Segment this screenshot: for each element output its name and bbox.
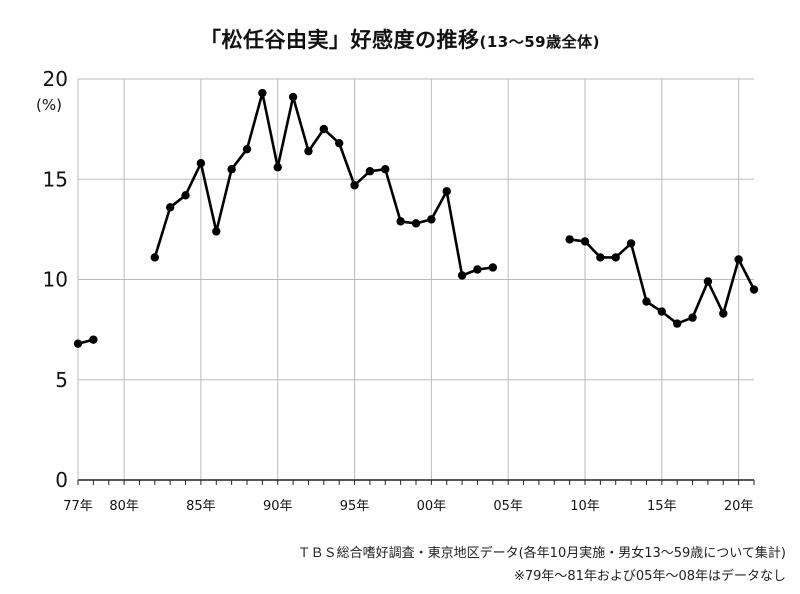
data-point xyxy=(703,277,713,286)
x-tick-label: 15年 xyxy=(647,499,677,514)
data-point xyxy=(427,215,436,224)
data-point xyxy=(150,253,160,262)
x-tick-label: 80年 xyxy=(109,499,139,514)
series-line xyxy=(153,91,493,277)
data-point xyxy=(227,165,236,174)
data-point xyxy=(212,227,221,236)
data-point xyxy=(89,335,98,344)
x-tick-label: 90年 xyxy=(263,499,293,514)
data-point xyxy=(381,165,390,174)
chart-title: 「松任谷由実」好感度の推移(13〜59歳全体) xyxy=(0,24,800,54)
chart-title-main: 「松任谷由実」好感度の推移 xyxy=(200,28,480,52)
data-point xyxy=(457,271,467,280)
y-tick-label: 10 xyxy=(43,268,68,292)
data-point xyxy=(473,265,482,274)
data-point xyxy=(334,138,344,148)
data-point xyxy=(396,217,405,226)
data-point xyxy=(749,285,759,294)
data-point xyxy=(273,163,282,172)
data-point xyxy=(304,146,313,156)
missing-data-note: ※79年〜81年および05年〜08年はデータなし xyxy=(513,569,786,584)
data-point xyxy=(719,309,728,318)
data-point xyxy=(565,235,574,244)
data-point xyxy=(196,159,206,168)
data-point xyxy=(626,239,636,248)
x-tick-label: 85年 xyxy=(186,499,216,514)
y-tick-label: 0 xyxy=(55,468,68,492)
x-tick-label: 05年 xyxy=(493,499,523,514)
data-point xyxy=(734,255,743,264)
source-note: ＴＢＳ総合嗜好調査・東京地区データ(各年10月実施・男女13〜59歳について集計… xyxy=(297,546,786,561)
chart-subtitle: (13〜59歳全体) xyxy=(479,33,600,51)
y-axis-label: (%) xyxy=(36,96,62,114)
data-point xyxy=(657,307,667,316)
data-point xyxy=(350,181,359,190)
data-point xyxy=(611,253,620,262)
data-point xyxy=(442,187,451,196)
data-point xyxy=(688,313,697,322)
y-tick-label: 20 xyxy=(43,67,68,91)
x-tick-label: 77年 xyxy=(63,499,93,514)
data-point xyxy=(488,263,498,272)
data-point xyxy=(319,124,329,134)
x-tick-label: 95年 xyxy=(340,499,370,514)
data-point xyxy=(73,339,83,348)
data-point xyxy=(258,88,267,98)
x-tick-label: 00年 xyxy=(417,499,447,514)
data-point xyxy=(580,237,590,246)
y-tick-label: 5 xyxy=(55,368,68,392)
data-point xyxy=(596,253,605,262)
data-point xyxy=(411,219,421,228)
data-point xyxy=(242,144,252,154)
data-point xyxy=(181,191,190,200)
y-tick-label: 15 xyxy=(43,167,68,191)
data-point xyxy=(288,92,298,102)
data-point xyxy=(672,319,682,328)
data-point xyxy=(165,203,175,212)
data-point xyxy=(365,167,375,176)
x-tick-label: 10年 xyxy=(570,499,600,514)
x-tick-label: 20年 xyxy=(724,499,754,514)
data-point xyxy=(642,297,651,306)
